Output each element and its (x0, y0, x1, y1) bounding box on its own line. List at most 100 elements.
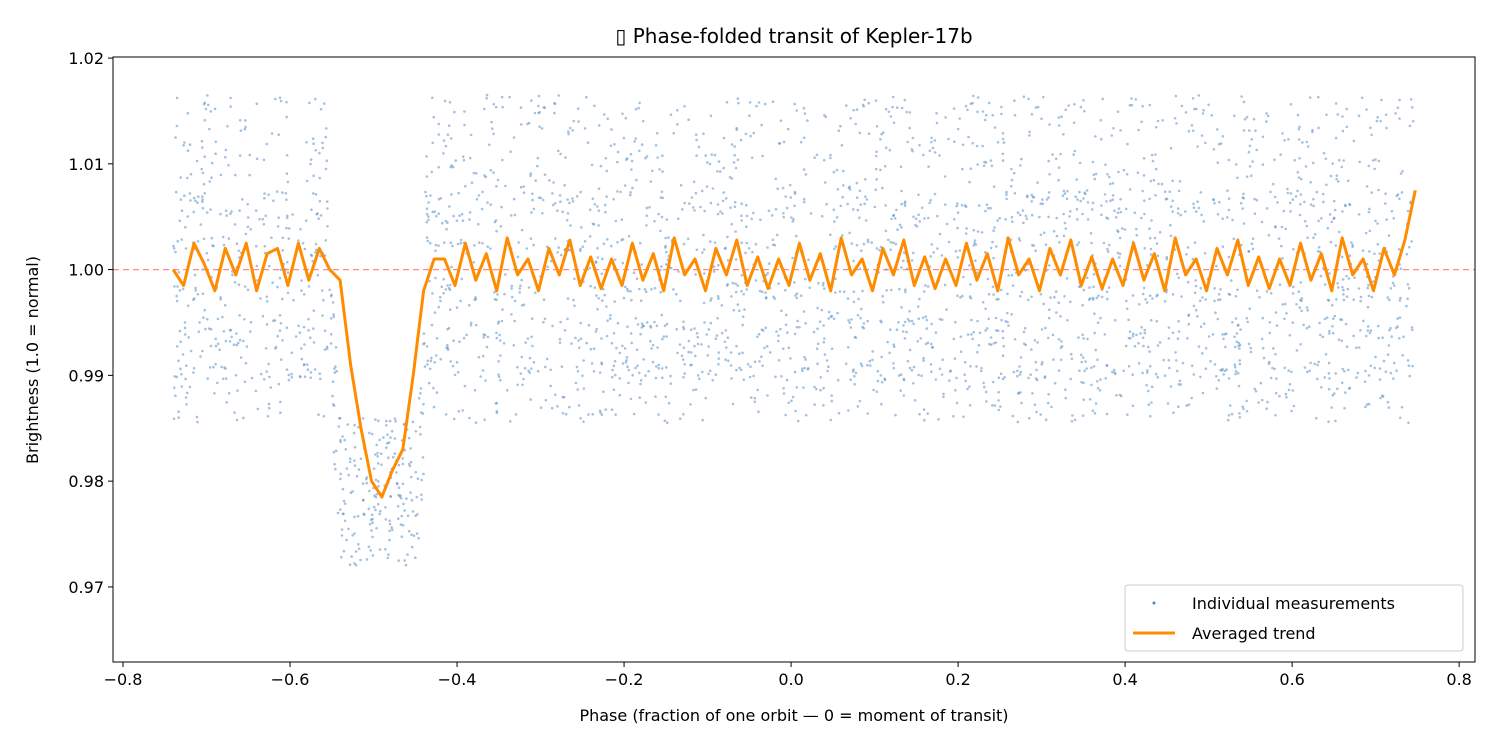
scatter-point (1194, 279, 1197, 282)
scatter-point (588, 235, 592, 238)
scatter-point (1296, 171, 1300, 174)
scatter-point (1370, 295, 1374, 299)
scatter-point (1261, 135, 1265, 139)
scatter-point (972, 244, 976, 247)
scatter-point (568, 201, 571, 205)
scatter-point (952, 414, 955, 418)
scatter-point (868, 359, 872, 363)
scatter-point (1317, 219, 1320, 223)
scatter-point (390, 526, 394, 529)
scatter-point (1332, 199, 1336, 203)
scatter-point (930, 243, 934, 246)
scatter-point (1365, 403, 1369, 406)
scatter-point (1278, 394, 1281, 398)
scatter-point (1202, 108, 1205, 112)
scatter-point (784, 323, 788, 327)
scatter-point (1147, 403, 1151, 407)
scatter-point (858, 216, 861, 219)
scatter-point (770, 214, 774, 217)
scatter-point (621, 344, 624, 348)
scatter-point (453, 110, 456, 114)
scatter-point (544, 365, 547, 369)
scatter-point (496, 178, 500, 182)
scatter-point (1092, 173, 1096, 177)
scatter-point (711, 379, 714, 382)
scatter-point (1103, 193, 1107, 196)
scatter-point (462, 336, 466, 340)
scatter-point (365, 558, 369, 561)
scatter-point (1282, 209, 1286, 213)
scatter-point (830, 394, 833, 397)
scatter-point (852, 108, 855, 112)
scatter-point (173, 386, 176, 390)
scatter-point (879, 138, 882, 141)
scatter-point (1341, 129, 1345, 133)
scatter-point (734, 230, 737, 233)
scatter-point (277, 216, 280, 219)
scatter-point (822, 404, 825, 407)
scatter-point (1296, 113, 1300, 117)
scatter-point (448, 308, 452, 312)
scatter-point (425, 155, 428, 158)
scatter-point (183, 141, 186, 144)
scatter-point (368, 431, 371, 435)
scatter-point (1385, 218, 1388, 221)
scatter-point (799, 140, 803, 144)
scatter-point (1112, 127, 1115, 130)
scatter-point (694, 388, 698, 391)
scatter-point (707, 328, 711, 331)
scatter-point (1140, 120, 1143, 124)
scatter-point (1332, 217, 1336, 220)
scatter-point (1261, 163, 1265, 166)
scatter-point (703, 209, 706, 213)
y-axis-label: Brightness (1.0 = normal) (23, 256, 42, 464)
scatter-point (823, 181, 827, 184)
scatter-point (605, 195, 608, 198)
scatter-point (206, 317, 209, 321)
scatter-point (1278, 283, 1282, 287)
scatter-point (463, 123, 466, 127)
scatter-point (343, 502, 347, 505)
scatter-point (302, 293, 306, 296)
scatter-point (787, 401, 790, 405)
scatter-point (779, 119, 783, 122)
scatter-point (842, 184, 845, 187)
scatter-point (529, 174, 532, 177)
scatter-point (996, 329, 1000, 333)
scatter-point (1062, 133, 1065, 136)
scatter-point (710, 153, 713, 156)
scatter-point (616, 190, 619, 193)
scatter-point (1272, 347, 1275, 350)
scatter-point (1030, 348, 1033, 351)
scatter-point (612, 197, 615, 201)
scatter-point (696, 335, 700, 339)
scatter-point (706, 161, 709, 164)
scatter-point (348, 563, 352, 566)
scatter-point (208, 180, 211, 183)
scatter-point (845, 104, 848, 107)
scatter-point (464, 184, 467, 188)
scatter-point (906, 140, 909, 144)
scatter-point (972, 94, 975, 98)
scatter-point (422, 472, 425, 476)
scatter-point (214, 337, 217, 341)
scatter-point (672, 288, 675, 291)
scatter-point (1066, 189, 1069, 193)
scatter-point (177, 359, 180, 363)
scatter-point (1142, 344, 1145, 348)
scatter-point (940, 254, 944, 257)
scatter-point (334, 467, 337, 471)
scatter-point (912, 365, 916, 369)
scatter-point (312, 174, 315, 178)
scatter-point (552, 181, 555, 184)
scatter-point (919, 337, 922, 340)
scatter-point (606, 238, 609, 241)
scatter-point (1196, 145, 1199, 148)
scatter-point (679, 299, 682, 303)
scatter-point (1023, 342, 1026, 346)
scatter-point (451, 244, 454, 248)
scatter-point (635, 178, 638, 182)
scatter-point (423, 342, 426, 345)
scatter-point (1295, 303, 1298, 306)
